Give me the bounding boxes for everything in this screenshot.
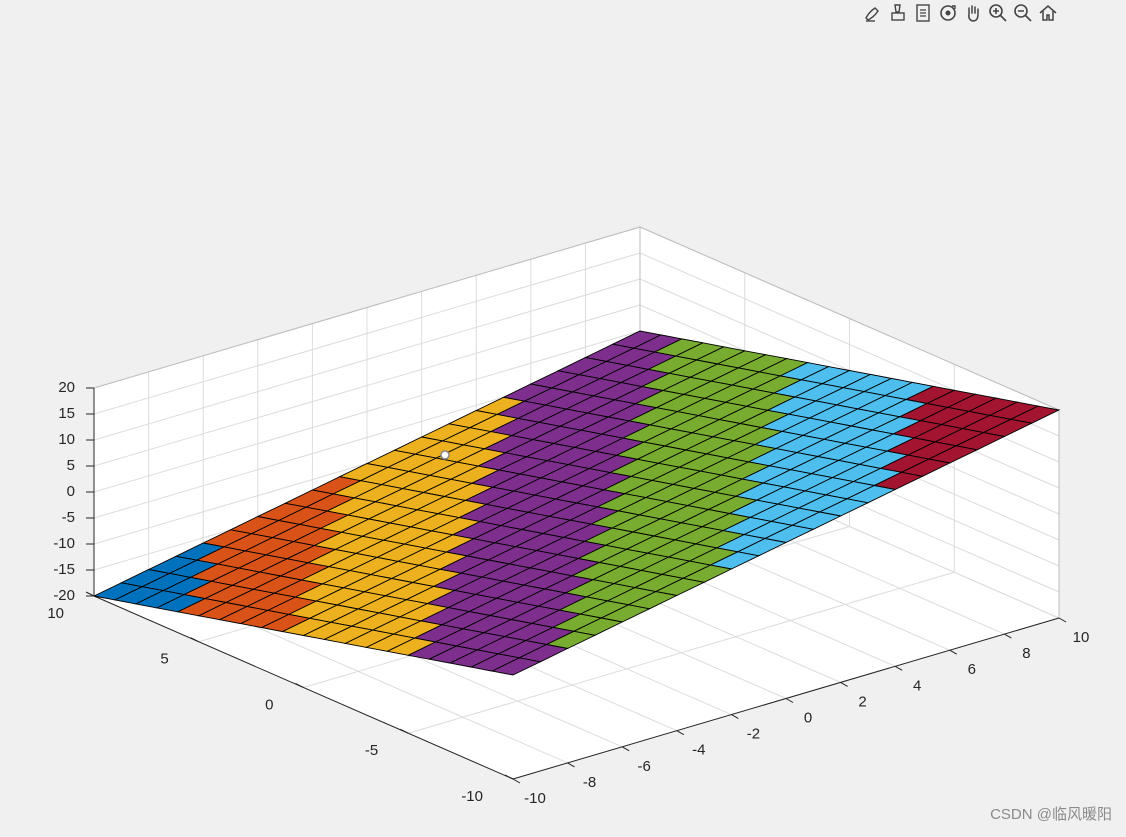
z-tick-label-mark: -10: [53, 535, 94, 552]
z-tick-label: -10: [53, 535, 75, 552]
y-tick-label: 5: [160, 651, 168, 668]
surface-patch[interactable]: [490, 657, 542, 676]
zoom-out-icon: [1014, 4, 1032, 22]
x-tick-label-mark: 2: [840, 681, 867, 710]
home-button[interactable]: [1036, 1, 1060, 25]
x-tick-label: 6: [968, 661, 976, 678]
x-tick-label-mark: 4: [894, 665, 921, 694]
y-tick-label: 0: [265, 696, 273, 713]
x-tick-label: -6: [638, 758, 651, 775]
box-edge: [93, 226, 641, 389]
x-tick-label: 0: [804, 709, 812, 726]
x-tick-label: 8: [1022, 645, 1030, 662]
z-tick-label-mark: -5: [62, 509, 94, 526]
x-tick-label: 4: [913, 677, 921, 694]
legend-icon: [916, 4, 930, 22]
z-tick-label-mark: -15: [53, 561, 94, 578]
x-tick-label-mark: 6: [949, 649, 976, 678]
y-tick-label-mark: 10: [47, 591, 95, 622]
x-tick-label-mark: -4: [676, 730, 705, 759]
rotate-3d-icon: [940, 5, 956, 21]
grid-line-z-back: [93, 304, 641, 467]
x-tick-label-tick-mark: [785, 698, 794, 703]
brush-icon: [865, 7, 879, 22]
zoom-in-icon: [989, 4, 1007, 22]
cursor-marker: [440, 450, 450, 460]
x-tick-label: 2: [858, 693, 866, 710]
y-tick-label-tick-mark: [504, 774, 514, 780]
z-tick-label: -20: [53, 587, 75, 604]
z-tick-label-mark: 5: [67, 457, 94, 474]
x-tick-label-tick-mark: [840, 681, 848, 687]
x-tick-label: -10: [524, 790, 546, 807]
x-tick-label-tick-mark: [512, 778, 521, 784]
x-tick-label: 10: [1073, 629, 1090, 646]
axes-toolbar: [861, 1, 1060, 25]
x-tick-label: -4: [692, 742, 705, 759]
z-tick-label-mark: 10: [58, 431, 94, 448]
zoom-out-button[interactable]: [1011, 1, 1035, 25]
grid-line-z-back: [93, 330, 641, 493]
z-tick-label-mark: 15: [58, 405, 94, 422]
y-tick-label-mark: -5: [365, 728, 409, 759]
data-tips-button[interactable]: [886, 1, 910, 25]
pan-icon: [968, 5, 979, 22]
x-tick-label-mark: 0: [785, 698, 812, 726]
z-tick-label-mark: 0: [67, 483, 94, 500]
x-tick-label-tick-mark: [949, 649, 958, 655]
x-tick-label-mark: -8: [567, 762, 596, 791]
y-tick-label-mark: 5: [160, 637, 199, 668]
watermark: CSDN @临风暖阳: [990, 806, 1112, 823]
x-tick-label-tick-mark: [567, 762, 575, 768]
x-tick-label-tick-mark: [894, 665, 903, 671]
x-tick-label-tick-mark: [676, 730, 685, 736]
rotate-3d-button[interactable]: [936, 1, 960, 25]
x-tick-label: -8: [583, 774, 596, 791]
grid-line-z-back: [93, 278, 641, 441]
y-tick-label-tick-mark: [400, 728, 409, 734]
x-tick-label-mark: -2: [731, 714, 760, 743]
y-tick-label-tick-mark: [295, 683, 304, 688]
y-tick-label: -5: [365, 742, 378, 759]
pan-button[interactable]: [961, 1, 985, 25]
z-tick-label: -5: [62, 509, 75, 526]
z-tick-label: 20: [58, 379, 75, 396]
x-tick-label-tick-mark: [1058, 617, 1067, 623]
x-tick-label-mark: 10: [1058, 617, 1090, 646]
y-tick-label: 10: [47, 605, 64, 622]
z-tick-label-mark: 20: [58, 379, 94, 396]
surface[interactable]: [92, 330, 1061, 676]
legend-button[interactable]: [911, 1, 935, 25]
x-tick-label-tick-mark: [731, 714, 739, 720]
home-icon: [1039, 5, 1057, 21]
tick-labels: -10-8-6-4-20246810-10-50510-20-15-10-505…: [47, 379, 1089, 807]
x-tick-label-tick-mark: [1004, 633, 1012, 639]
grid-line-z-back: [93, 252, 641, 415]
x-tick-label: -2: [747, 726, 760, 743]
y-tick-label-mark: 0: [265, 683, 304, 713]
brush-button[interactable]: [861, 1, 885, 25]
z-tick-label: 15: [58, 405, 75, 422]
y-tick-label-tick-mark: [85, 591, 95, 597]
z-tick-label-mark: -20: [53, 587, 94, 604]
y-tick-label-mark: -10: [461, 774, 514, 805]
zoom-in-button[interactable]: [986, 1, 1010, 25]
data-tips-icon: [891, 4, 905, 21]
x-tick-label-tick-mark: [621, 746, 630, 752]
grid-line-y-floor: [408, 571, 955, 734]
box-edge: [639, 226, 1060, 411]
y-tick-label: -10: [461, 788, 483, 805]
z-tick-label: 0: [67, 483, 75, 500]
z-tick-label: -15: [53, 561, 75, 578]
x-tick-label-mark: -10: [512, 778, 546, 807]
x-tick-label-mark: -6: [621, 746, 651, 775]
x-tick-label-mark: 8: [1004, 633, 1031, 662]
y-tick-label-tick-mark: [190, 637, 199, 643]
z-tick-label: 10: [58, 431, 75, 448]
z-tick-label: 5: [67, 457, 75, 474]
